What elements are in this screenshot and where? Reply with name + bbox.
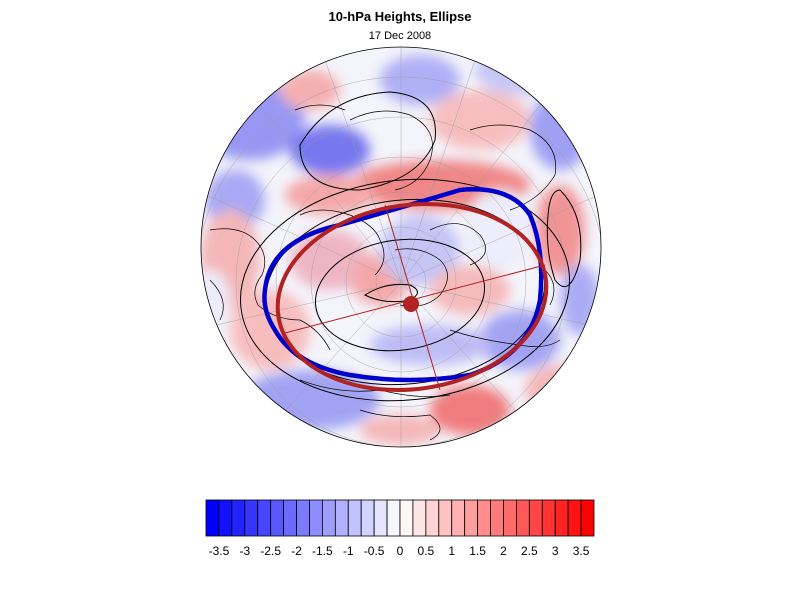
colorbar-box [373,499,388,537]
fitted-ellipse [275,201,549,393]
colorbar-box [205,499,220,537]
colorbar-box [360,499,375,537]
colorbar-box [464,499,478,537]
colorbar-tick-label: -1 [343,544,354,558]
colorbar-box [334,499,349,537]
colorbar-box [490,499,504,537]
colorbar-tick-label: 3.5 [573,544,590,558]
colorbar-box [477,499,491,537]
colorbar-box [386,499,401,537]
colorbar-box [257,499,272,537]
colorbar-tick-label: 2.5 [521,544,538,558]
colorbar-labels: -3.5 -3 -2.5 -2 -1.5 -1 -0.5 0 0.5 1 1.5 2 2.5 3 3.5 [209,544,590,558]
colorbar-box [580,499,595,537]
colorbar-tick-label: 0 [397,544,404,558]
colorbar-box [270,499,284,537]
colorbar-box [399,499,414,537]
colorbar-box [567,499,582,537]
colorbar-box [425,499,440,537]
colorbar-box [218,499,233,537]
colorbar-box [541,499,556,537]
colorbar-box [347,499,362,537]
ellipse-center [403,296,419,312]
colorbar-box [438,499,453,537]
colorbar-boxes [205,499,595,537]
map-title: 10-hPa Heights, Ellipse [328,9,472,24]
map-date: 17 Dec 2008 [368,30,432,42]
colorbar-tick-label: -0.5 [364,544,385,558]
colorbar-tick-label: 2 [500,544,507,558]
colorbar-tick-label: -1.5 [312,544,333,558]
colorbar-box [283,499,297,537]
colorbar-box [296,499,310,537]
colorbar-tick-label: 1.5 [469,544,486,558]
colorbar-tick-label: -3.5 [209,544,230,558]
colorbar-tick-label: 0.5 [418,544,435,558]
colorbar-box [412,499,427,537]
colorbar-box [321,499,336,537]
colorbar-box [503,499,517,537]
colorbar-tick-label: -2.5 [260,544,281,558]
colorbar-box [554,499,569,537]
map-border [200,46,602,448]
colorbar-tick-label: 1 [448,544,455,558]
colorbar-box [451,499,466,537]
colorbar-box [231,499,246,537]
colorbar-box [309,499,323,537]
colorbar-tick-label: -2 [291,544,302,558]
colorbar-box [244,499,259,537]
colorbar-tick-label: 3 [552,544,559,558]
colorbar-box [528,499,543,537]
colorbar-box [516,499,530,537]
colorbar-tick-label: -3 [239,544,250,558]
